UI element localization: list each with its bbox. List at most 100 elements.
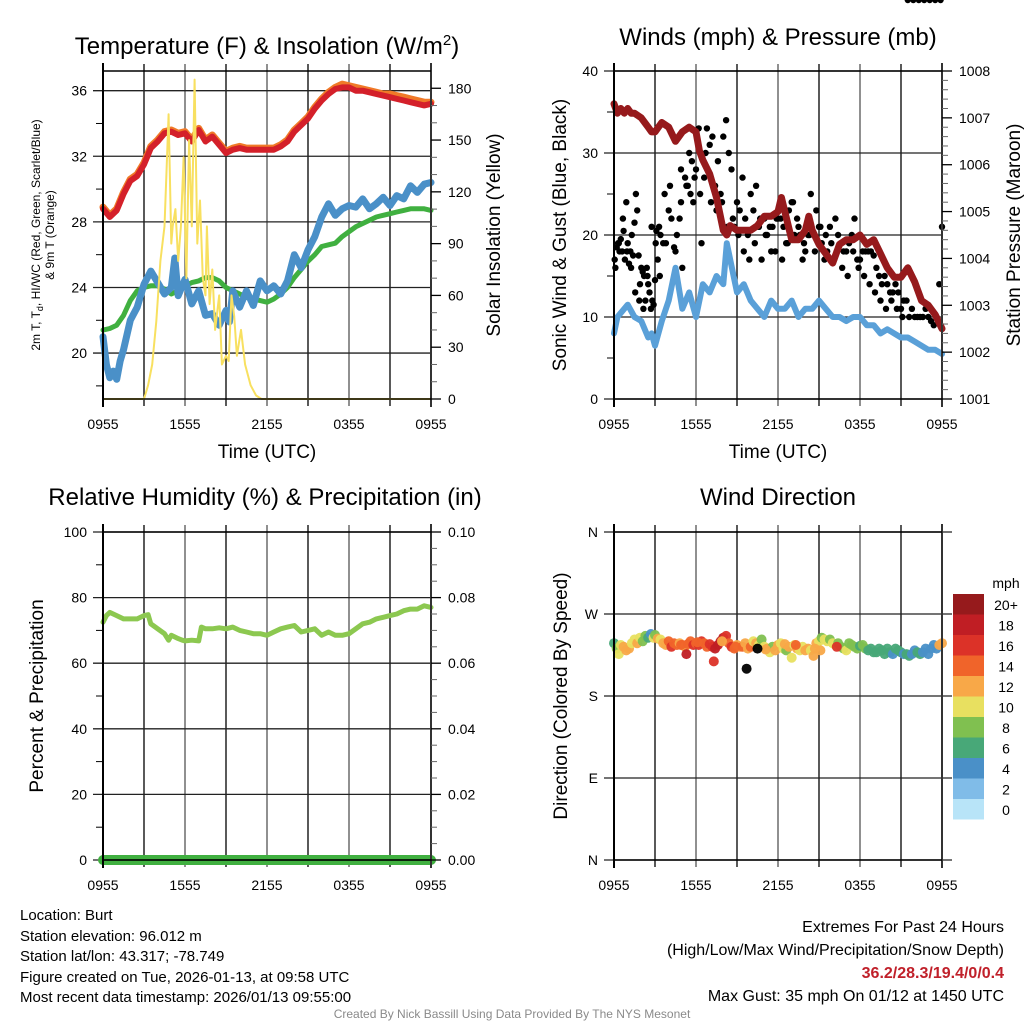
- gust-point: [640, 305, 647, 312]
- gust-point: [733, 199, 741, 206]
- y-tick-label: W: [585, 606, 599, 622]
- gust-point: [881, 272, 888, 280]
- gust-point: [740, 248, 747, 255]
- gust-point: [856, 256, 864, 263]
- gust-point: [672, 248, 679, 255]
- gust-point: [643, 264, 650, 271]
- station-info: Location: Burt Station elevation: 96.012…: [20, 906, 351, 1009]
- y-tick-label: N: [588, 524, 598, 540]
- legend-swatch: [953, 655, 984, 676]
- gust-point: [681, 174, 689, 181]
- gust-point: [832, 215, 839, 222]
- gust-point: [687, 190, 694, 198]
- gust-point: [677, 166, 685, 173]
- legend-label: 8: [1002, 720, 1010, 736]
- x-tick-label: 1555: [680, 877, 711, 893]
- y-tick-label: 20: [582, 227, 598, 243]
- gust-point: [877, 297, 884, 304]
- y-tick-label: 32: [71, 148, 87, 164]
- legend-label: 6: [1002, 741, 1010, 757]
- y-tick-label: 24: [71, 279, 87, 295]
- credit-text: Created By Nick Bassill Using Data Provi…: [333, 1007, 691, 1021]
- legend-swatch: [953, 635, 984, 656]
- windchill-line: [99, 179, 435, 383]
- gust-point: [676, 215, 683, 222]
- gust-point: [619, 248, 626, 255]
- winds-grid: [604, 64, 943, 406]
- gust-point: [892, 281, 899, 288]
- gust-point: [910, 0, 917, 4]
- legend-title: mph: [992, 575, 1019, 591]
- x-tick-label: 2155: [251, 877, 282, 893]
- gust-point: [860, 272, 868, 280]
- wind-direction-point: [613, 649, 624, 660]
- x-tick-label: 0955: [87, 877, 118, 893]
- gust-point: [834, 231, 842, 239]
- gust-point: [688, 158, 696, 165]
- y-tick-label: 36: [71, 83, 87, 99]
- legend-swatch: [953, 778, 984, 799]
- wind-direction-chart-title: Wind Direction: [700, 484, 856, 511]
- gust-point: [736, 207, 743, 214]
- wind-direction-point: [786, 652, 797, 663]
- gust-point: [884, 281, 891, 288]
- gust-point: [817, 223, 824, 230]
- gust-point: [690, 199, 697, 206]
- gust-point: [822, 231, 829, 239]
- gust-point: [654, 256, 661, 263]
- gust-point: [839, 264, 846, 271]
- gust-point: [758, 256, 765, 263]
- gust-point: [873, 264, 880, 271]
- gust-point: [615, 240, 622, 247]
- gust-point: [826, 223, 834, 230]
- x-tick-label: 0355: [844, 416, 875, 432]
- gust-point: [811, 248, 819, 255]
- extremes-values: 36.2/28.3/19.4/0/0.4: [861, 965, 1004, 982]
- gust-point: [623, 199, 630, 206]
- winds-y2-axis-label: Station Pressure (Maroon): [1004, 124, 1024, 347]
- gust-point: [751, 240, 758, 247]
- gust-point: [679, 264, 686, 271]
- legend-swatch: [953, 676, 984, 697]
- gust-point: [692, 166, 700, 173]
- latlon-text: Station lat/lon: 43.317; -78.749: [20, 948, 225, 965]
- temp-2m-line: [100, 84, 434, 220]
- gust-point: [843, 248, 850, 255]
- wind-direction-series: [609, 629, 947, 674]
- x-tick-label: 0955: [415, 877, 446, 893]
- gust-point: [642, 297, 649, 304]
- gust-point: [632, 190, 640, 198]
- humidity-grid: [93, 525, 432, 867]
- gust-point: [789, 199, 797, 206]
- gust-point: [750, 207, 757, 214]
- y2-tick-label: 1005: [959, 204, 990, 220]
- gust-point: [728, 166, 735, 173]
- gust-point: [706, 141, 713, 148]
- x-tick-label: 2155: [251, 416, 282, 432]
- gust-point: [701, 174, 708, 181]
- gust-point: [893, 305, 901, 312]
- max-gust-text: Max Gust: 35 mph On 01/12 at 1450 UTC: [707, 988, 1004, 1005]
- gust-point: [655, 223, 663, 230]
- y2-tick-label: 0.02: [448, 786, 475, 802]
- gust-point: [828, 240, 835, 247]
- temperature-grid: [93, 64, 432, 406]
- gust-point: [656, 272, 663, 280]
- gust-point: [629, 252, 637, 259]
- temperature-y2-axis-label: Solar Insolation (Yellow): [484, 133, 505, 336]
- x-tick-label: 0355: [333, 877, 364, 893]
- wind-direction-point: [681, 649, 692, 660]
- y-tick-label: 20: [71, 786, 87, 802]
- gust-point: [645, 281, 652, 288]
- wind-direction-y-axis-label: Direction (Colored By Speed): [551, 572, 572, 819]
- y-tick-label: S: [589, 688, 598, 704]
- gust-point: [762, 231, 769, 239]
- x-tick-label: 0955: [926, 416, 957, 432]
- gust-point: [866, 281, 873, 288]
- y2-tick-label: 180: [448, 80, 472, 96]
- wind-speed-legend: mph 20+ 18 16 14 12 10 8 6 4 2 0: [953, 575, 1020, 820]
- x-tick-label: 0955: [415, 416, 446, 432]
